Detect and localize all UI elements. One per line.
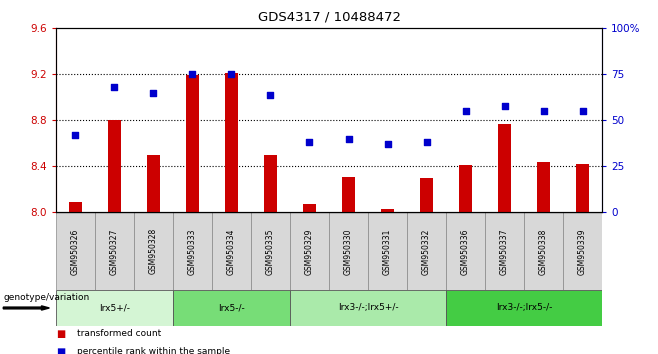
FancyBboxPatch shape [56,212,95,290]
Bar [224,73,238,212]
Text: Irx5-/-: Irx5-/- [218,303,245,313]
FancyBboxPatch shape [290,290,446,326]
Point [538,108,549,114]
Text: Irx5+/-: Irx5+/- [99,303,130,313]
FancyBboxPatch shape [524,212,563,290]
Text: GSM950334: GSM950334 [227,228,236,275]
FancyBboxPatch shape [446,212,485,290]
Point [265,92,276,97]
Text: Irx3-/-;Irx5-/-: Irx3-/-;Irx5-/- [496,303,552,313]
Bar [342,177,355,212]
Text: transformed count: transformed count [77,329,161,338]
FancyBboxPatch shape [251,212,290,290]
Text: ■: ■ [56,329,65,339]
Point [421,139,432,145]
Point [460,108,470,114]
Bar [68,202,82,212]
Bar [147,155,161,212]
FancyBboxPatch shape [56,290,173,326]
FancyBboxPatch shape [563,212,602,290]
Point [304,139,315,145]
Point [382,142,393,147]
Point [499,103,510,108]
Point [187,72,197,77]
FancyBboxPatch shape [407,212,446,290]
FancyBboxPatch shape [485,212,524,290]
FancyBboxPatch shape [290,212,329,290]
FancyBboxPatch shape [446,290,602,326]
FancyBboxPatch shape [212,212,251,290]
Bar [420,178,434,212]
Text: GSM950335: GSM950335 [266,228,275,275]
FancyBboxPatch shape [173,212,212,290]
Text: GSM950337: GSM950337 [500,228,509,275]
Point [109,84,120,90]
Bar [108,120,121,212]
Bar [459,165,472,212]
FancyBboxPatch shape [173,290,290,326]
Text: GSM950331: GSM950331 [383,228,392,275]
Text: genotype/variation: genotype/variation [3,293,89,302]
Bar [186,75,199,212]
Text: GSM950328: GSM950328 [149,228,158,274]
Bar [381,209,394,212]
Bar [537,162,550,212]
Text: GDS4317 / 10488472: GDS4317 / 10488472 [257,11,401,24]
Point [343,136,354,142]
Text: GSM950338: GSM950338 [539,228,548,275]
Text: percentile rank within the sample: percentile rank within the sample [77,347,230,354]
Text: GSM950329: GSM950329 [305,228,314,275]
Text: GSM950332: GSM950332 [422,228,431,275]
Bar [264,155,277,212]
FancyBboxPatch shape [134,212,173,290]
Bar [303,204,316,212]
Text: GSM950336: GSM950336 [461,228,470,275]
Text: GSM950326: GSM950326 [71,228,80,275]
Point [226,72,237,77]
Bar [497,124,511,212]
Text: GSM950330: GSM950330 [344,228,353,275]
FancyBboxPatch shape [329,212,368,290]
Text: ■: ■ [56,347,65,354]
FancyBboxPatch shape [95,212,134,290]
FancyBboxPatch shape [368,212,407,290]
Point [577,108,588,114]
Text: GSM950333: GSM950333 [188,228,197,275]
Text: GSM950339: GSM950339 [578,228,587,275]
Point [70,132,81,138]
Bar [576,164,590,212]
Text: Irx3-/-;Irx5+/-: Irx3-/-;Irx5+/- [338,303,398,313]
Point [148,90,159,96]
Text: GSM950327: GSM950327 [110,228,119,275]
